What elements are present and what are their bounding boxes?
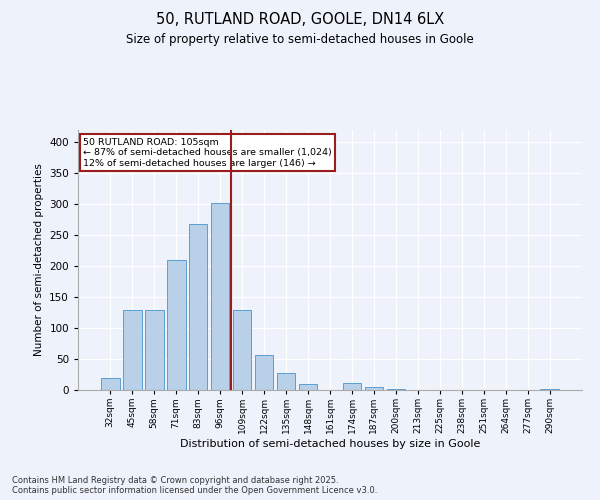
Bar <box>343 382 361 390</box>
Bar <box>255 354 274 390</box>
Bar <box>277 374 295 390</box>
Bar <box>123 310 142 390</box>
Bar <box>189 224 208 390</box>
Bar <box>167 260 185 390</box>
Bar <box>145 310 164 390</box>
Text: Contains HM Land Registry data © Crown copyright and database right 2025.
Contai: Contains HM Land Registry data © Crown c… <box>12 476 377 495</box>
Text: 50, RUTLAND ROAD, GOOLE, DN14 6LX: 50, RUTLAND ROAD, GOOLE, DN14 6LX <box>156 12 444 28</box>
Bar <box>541 389 559 390</box>
Y-axis label: Number of semi-detached properties: Number of semi-detached properties <box>34 164 44 356</box>
X-axis label: Distribution of semi-detached houses by size in Goole: Distribution of semi-detached houses by … <box>180 439 480 449</box>
Bar <box>365 387 383 390</box>
Bar <box>101 378 119 390</box>
Bar <box>386 389 405 390</box>
Bar <box>233 310 251 390</box>
Text: Size of property relative to semi-detached houses in Goole: Size of property relative to semi-detach… <box>126 32 474 46</box>
Bar <box>299 384 317 390</box>
Bar <box>211 203 229 390</box>
Text: 50 RUTLAND ROAD: 105sqm
← 87% of semi-detached houses are smaller (1,024)
12% of: 50 RUTLAND ROAD: 105sqm ← 87% of semi-de… <box>83 138 332 168</box>
